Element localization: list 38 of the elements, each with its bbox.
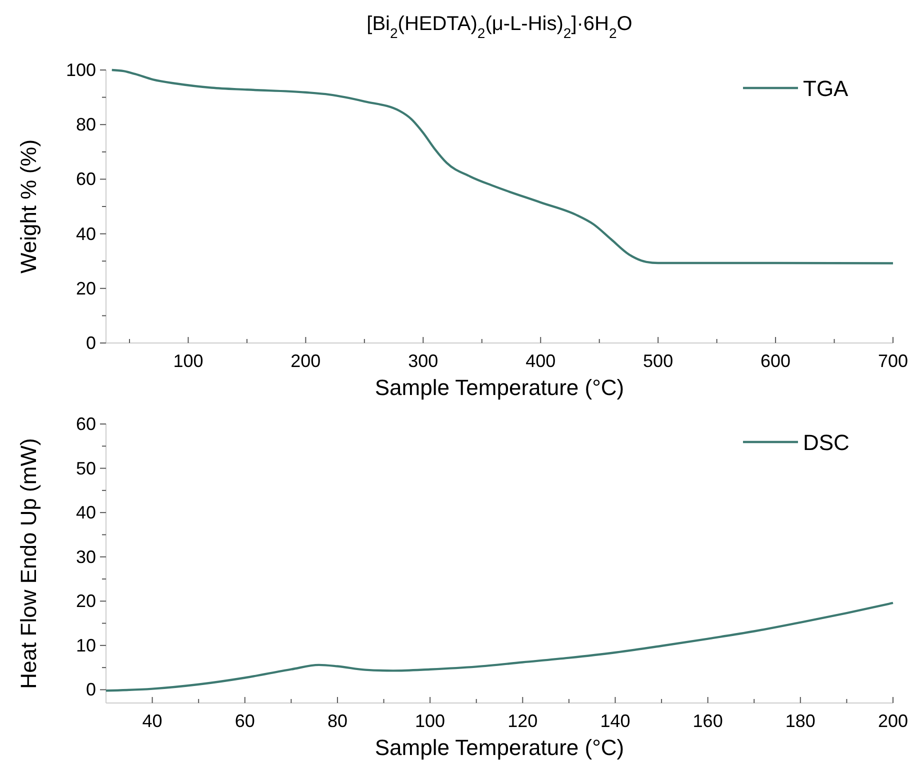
y-tick-label: 20 <box>76 278 96 298</box>
y-tick-label: 40 <box>76 502 96 523</box>
y-tick-label: 60 <box>76 414 96 434</box>
x-tick-label: 700 <box>878 351 908 371</box>
x-axis-title: Sample Temperature (°C) <box>374 735 624 760</box>
x-tick-label: 300 <box>408 351 438 371</box>
x-tick-label: 500 <box>643 351 674 371</box>
y-tick-label: 0 <box>86 333 96 353</box>
y-tick-label: 30 <box>76 546 96 567</box>
chart-title: [Bi$_{2}$(HEDTA)$_{2}$(μ-L-His)$_{2}$]·6H$_{2}$O <box>366 13 632 41</box>
x-tick-label: 600 <box>760 351 791 371</box>
y-tick-label: 20 <box>76 591 96 612</box>
legend-label: DSC <box>803 430 850 455</box>
x-tick-label: 40 <box>142 711 162 731</box>
x-tick-label: 140 <box>600 711 630 731</box>
x-tick-label: 180 <box>785 711 816 731</box>
x-tick-label: 200 <box>878 711 908 731</box>
line-series <box>110 68 894 264</box>
x-tick-label: 80 <box>327 711 348 731</box>
y-axis-title: Weight % (%) <box>16 139 41 274</box>
y-tick-label: 80 <box>76 114 96 135</box>
x-tick-label: 200 <box>290 351 321 371</box>
legend-label: TGA <box>803 76 849 101</box>
x-tick-label: 120 <box>508 711 538 731</box>
x-tick-label: 60 <box>234 711 255 731</box>
x-axis-title: Sample Temperature (°C) <box>374 375 624 400</box>
y-tick-label: 50 <box>76 458 96 478</box>
y-tick-label: 60 <box>76 169 96 190</box>
x-tick-label: 100 <box>173 351 204 371</box>
y-tick-label: 10 <box>76 635 96 656</box>
y-axis-title: Heat Flow Endo Up (mW) <box>16 438 41 689</box>
line-series <box>104 602 894 692</box>
y-tick-label: 40 <box>76 224 96 244</box>
x-tick-label: 160 <box>692 711 723 731</box>
y-tick-label: 100 <box>66 60 96 80</box>
x-tick-label: 400 <box>526 351 556 371</box>
y-tick-label: 0 <box>86 680 96 700</box>
x-tick-label: 100 <box>415 711 446 731</box>
